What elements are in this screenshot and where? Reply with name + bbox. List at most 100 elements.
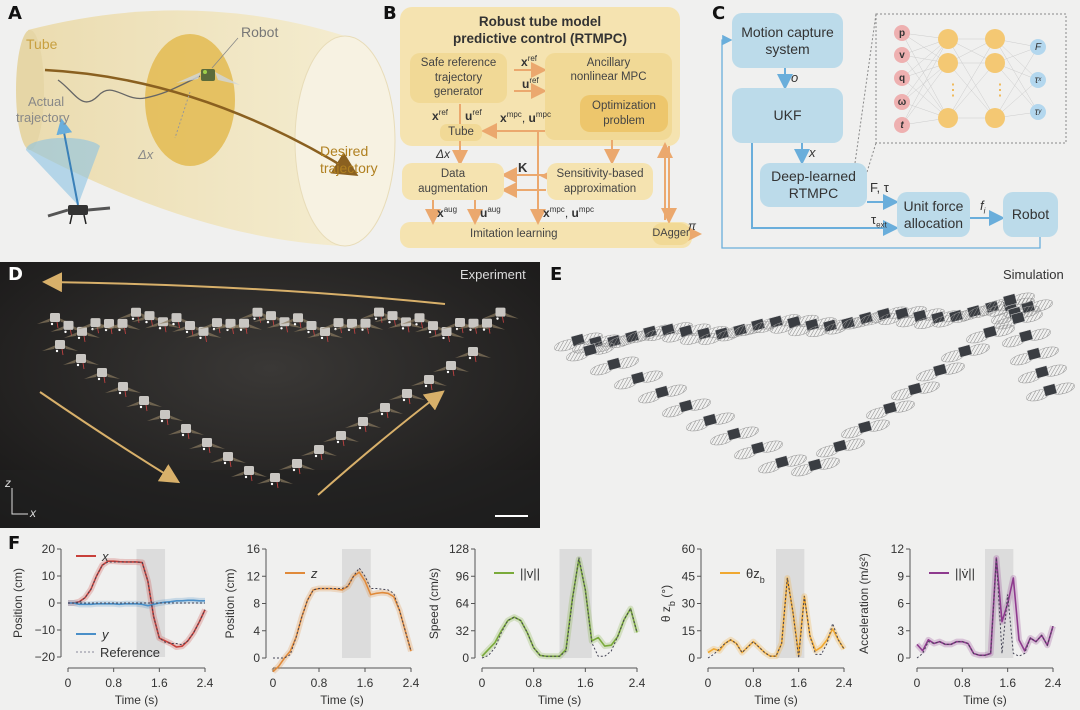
reference-line [916,558,1054,659]
box-line: Optimization [592,100,656,113]
safe-reference-generator-box: Safe reference trajectory generator [410,53,507,103]
robot-figure [686,412,735,432]
panel-label-a: A [8,3,22,24]
y-tick-label: 12 [891,542,905,556]
tube-left-end [16,30,44,150]
x-tick-label: 1.6 [357,676,374,690]
rtmpc-title: Robust tube model predictive control (RT… [400,13,680,47]
actual-trajectory-label: Actual trajectory [16,94,69,126]
robot-figure [323,431,359,447]
y-tick-label: 4 [253,624,260,638]
tube-box: Tube [440,124,482,141]
chart-5: 0 3 6 9 12 0 0.8 1.6 2.4 Time (s) Acceleration (m/… [857,542,1062,707]
output-node-label: F [1034,41,1042,53]
robot-figure [147,410,183,426]
robot-box: Robot [1003,192,1058,237]
y-tick-label: 0 [897,651,904,665]
chart-2: 0 4 8 12 16 0 0.8 1.6 2.4 Time (s) Position (cm) z [223,542,420,707]
chart-3: 0 32 64 96 128 0 0.8 1.6 2.4 Time (s) Speed (cm/s)… [427,542,646,707]
robot-figure [841,419,890,439]
actual-trajectory-line1: Actual [28,94,65,109]
robot-figure [1026,382,1075,402]
input-node-label: p [898,27,906,39]
robot-figure [226,318,262,334]
tube-right-end [294,35,396,247]
data-augmentation-box: Data augmentation [402,163,504,200]
hidden-node [985,53,1005,73]
actual-trajectory-line2: trajectory [16,110,70,125]
sig-comma: , [564,206,569,220]
imitation-learning-label: Imitation learning [470,228,558,240]
robot-figure [791,457,840,477]
robot-figure [590,356,639,376]
panel-d-photo [0,262,540,528]
sig-sup: mpc [506,110,522,119]
y-tick-label: 0 [688,651,695,665]
robot-figure [64,326,100,342]
hidden-node [985,108,1005,128]
sig-base: u [571,206,579,220]
sig-base: x [521,55,528,69]
robot-figure [994,310,1043,330]
robot-figure [614,370,663,390]
panel-label-f: F [8,533,21,554]
sig-sub: i [983,206,986,216]
robot-figure [301,445,337,461]
y-tick-label: 96 [456,569,470,583]
ukf-box: UKF [732,88,843,143]
sig-sup: ref [472,108,482,117]
panel-label-c: C [712,3,726,24]
y-tick-label: 45 [682,569,696,583]
y-axis-label: Speed (cm/s) [427,568,441,639]
thrust-cone [25,137,101,205]
tube-cross-section-disc [145,34,235,166]
y-tick-label: 10 [42,569,56,583]
x-tick-label: 0.8 [954,676,971,690]
legend-label-reference: Reference [100,645,160,660]
y-axis-label: Acceleration (m/s²) [857,553,871,654]
robot-figure [389,389,425,405]
y-tick-label: 6 [897,597,904,611]
panel-label-e: E [550,264,563,285]
x-tick-label: 2.4 [629,676,646,690]
sig-sup: mpc [578,205,594,214]
y-tick-label: 0 [462,651,469,665]
sig-base: x [500,111,507,125]
reference-line [481,557,638,659]
robot-figure [104,318,141,334]
signal-pi: π [688,219,697,233]
robot-figure [126,396,162,412]
unit-force-allocation-box: Unit force allocation [897,192,970,237]
input-node-label: q [898,72,906,84]
robot-figure [878,306,927,325]
x-axis-label: Time (s) [320,693,364,707]
output-node-sub: x [1038,77,1042,83]
robot-icon-small [47,205,111,225]
x-axis-label: Time (s) [963,693,1007,707]
legend-label: y [101,627,110,642]
robot-figure [63,354,99,370]
robot-figure [428,326,465,343]
signal-tau-ext: τext [871,212,887,230]
hidden-layer-ellipsis: ⋮ [992,82,1008,99]
x-tick-label: 2.4 [197,676,214,690]
legend-label: ||v|| [520,566,540,581]
rtmpc-title-line2: predictive control (RTMPC) [452,31,627,46]
x-tick-label: 0.8 [745,676,762,690]
y-tick-label: 20 [42,542,56,556]
sig-base: x [543,206,550,220]
reference-line [273,567,412,659]
signal-o: o [791,70,799,85]
box-line: Unit force [903,197,964,214]
x-axis-label: Time (s) [754,693,798,707]
input-node-label: v [899,49,905,61]
box-line: Deep-learned [771,168,856,185]
y-tick-label: 9 [897,569,904,583]
robot-figure [710,426,759,446]
sig-sup: ref [438,108,449,117]
output-node: F [1030,39,1046,55]
sig-base: x [432,109,439,123]
robot-figure [1010,346,1059,366]
x-axis-label: Time (s) [538,693,582,707]
